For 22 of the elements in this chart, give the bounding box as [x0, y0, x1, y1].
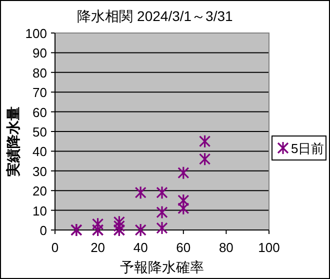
- chart-title: 降水相関 2024/3/1～3/31: [77, 8, 234, 24]
- x-tick-label: 20: [90, 240, 106, 255]
- y-tick-label: 70: [32, 85, 47, 100]
- x-tick-label: 100: [258, 240, 280, 255]
- x-tick-label: 80: [218, 240, 234, 255]
- legend: 5日前: [272, 136, 326, 160]
- y-tick-label: 100: [25, 26, 47, 41]
- y-tick-label: 0: [40, 223, 47, 238]
- y-tick-label: 60: [32, 104, 47, 120]
- x-axis-title: 予報降水確率: [120, 259, 204, 275]
- y-tick-label: 10: [32, 203, 47, 218]
- x-tick-label: 60: [176, 240, 191, 255]
- legend-label: 5日前: [291, 141, 324, 156]
- y-axis-title: 実績降水量: [5, 106, 21, 176]
- x-tick-label: 40: [133, 240, 148, 255]
- x-tick-label: 0: [51, 240, 59, 255]
- y-tick-label: 90: [32, 46, 47, 61]
- y-tick-label: 50: [32, 124, 47, 140]
- y-tick-label: 30: [32, 164, 47, 179]
- y-tick-label: 20: [32, 184, 47, 199]
- y-tick-label: 40: [32, 144, 47, 160]
- y-tick-label: 80: [32, 65, 47, 80]
